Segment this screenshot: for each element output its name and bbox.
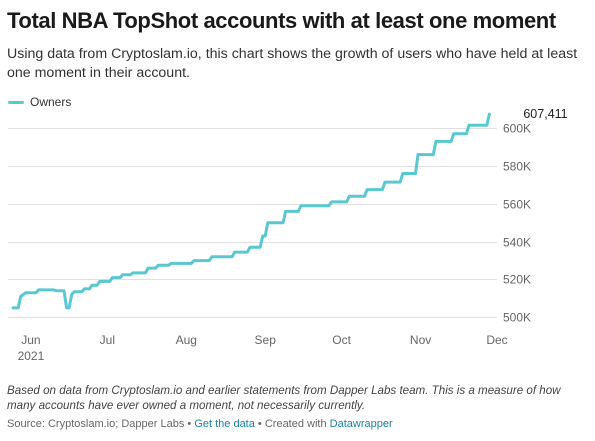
chart-subtitle: Using data from Cryptoslam.io, this char…	[7, 46, 578, 81]
separator: •	[187, 418, 192, 430]
x-axis-ticks: Jun 2021 Jul Aug Sep Oct Nov Dec	[18, 333, 508, 363]
separator: •	[257, 418, 262, 430]
x-tick-sublabel: 2021	[18, 349, 45, 363]
legend-swatch-owners	[8, 100, 24, 104]
series-line-owners	[11, 112, 491, 310]
y-tick-label: 540K	[503, 236, 531, 250]
source-label: Source:	[7, 418, 45, 430]
chart-legend: Owners	[8, 94, 71, 110]
line-chart: 500K 520K 540K 560K 580K 600K Jun 2021 Jul Aug Se…	[8, 108, 568, 363]
y-axis-ticks: 500K 520K 540K 560K 580K 600K	[503, 122, 531, 325]
end-value-label: 607,411	[523, 108, 567, 121]
created-with-label: Created with	[264, 418, 327, 430]
x-tick-label: Jul	[100, 333, 115, 347]
source-text: Cryptoslam.io; Dapper Labs	[47, 418, 185, 430]
x-tick-label: Jun	[21, 333, 40, 347]
get-data-link[interactable]: Get the data	[194, 418, 255, 430]
y-tick-label: 520K	[503, 273, 531, 287]
x-tick-label: Dec	[486, 333, 507, 347]
x-tick-label: Aug	[176, 333, 197, 347]
y-tick-label: 500K	[503, 311, 531, 325]
legend-label-owners: Owners	[30, 95, 72, 109]
x-tick-label: Oct	[332, 333, 351, 347]
series-layer: 607,411	[11, 108, 568, 310]
y-tick-label: 580K	[503, 160, 531, 174]
chart-notes: Based on data from Cryptoslam.io and ear…	[7, 384, 561, 412]
y-tick-label: 600K	[503, 122, 531, 136]
x-tick-label: Nov	[410, 333, 431, 347]
gridlines	[8, 128, 497, 318]
x-tick-label: Sep	[255, 333, 277, 347]
datawrapper-link[interactable]: Datawrapper	[329, 418, 393, 430]
chart-title: Total NBA TopShot accounts with at least…	[7, 8, 556, 33]
source-line: Source: Cryptoslam.io; Dapper Labs • Get…	[7, 418, 589, 430]
y-tick-label: 560K	[503, 198, 531, 212]
